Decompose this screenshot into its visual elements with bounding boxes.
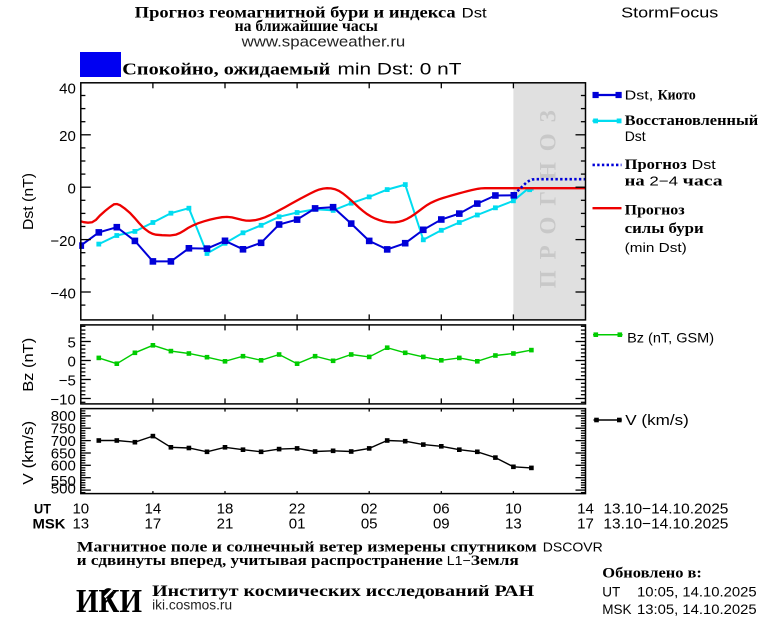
svg-text:22: 22 <box>289 501 306 518</box>
svg-text:500: 500 <box>51 480 76 497</box>
svg-text:01: 01 <box>289 516 306 533</box>
svg-text:13:05, 14.10.2025: 13:05, 14.10.2025 <box>637 602 757 617</box>
svg-text:UT: UT <box>34 501 51 517</box>
svg-text:MSK: MSK <box>602 602 631 617</box>
svg-text:14: 14 <box>577 501 594 518</box>
svg-text:800: 800 <box>51 408 76 425</box>
svg-text:10: 10 <box>72 501 89 518</box>
svg-text:Bz (nT, GSM): Bz (nT, GSM) <box>627 330 714 346</box>
svg-text:V (km/s): V (km/s) <box>625 413 689 429</box>
svg-text:18: 18 <box>217 501 234 518</box>
svg-text:10: 10 <box>505 501 522 518</box>
svg-text:StormFocus: StormFocus <box>621 5 718 22</box>
svg-text:14: 14 <box>145 501 162 518</box>
svg-text:min Dst: 0 nT: min Dst: 0 nT <box>338 60 462 79</box>
svg-text:MSK: MSK <box>33 516 66 532</box>
svg-text:Институт космических исследова: Институт космических исследований РАН <box>152 583 534 600</box>
svg-text:700: 700 <box>51 433 76 450</box>
svg-text:06: 06 <box>433 501 450 518</box>
svg-text:Прогноз геомагнитной бури и ин: Прогноз геомагнитной бури и индекса Dst <box>135 5 487 22</box>
svg-text:13.10−14.10.2025: 13.10−14.10.2025 <box>603 516 728 533</box>
svg-text:40: 40 <box>59 80 76 97</box>
svg-text:09: 09 <box>433 516 450 533</box>
svg-text:на 2−4 часа: на 2−4 часа <box>625 173 724 189</box>
svg-text:13: 13 <box>72 516 89 533</box>
svg-text:на ближайшие часы: на ближайшие часы <box>235 18 378 35</box>
svg-text:Dst (nT): Dst (nT) <box>20 173 37 230</box>
svg-text:V (km/s): V (km/s) <box>20 421 37 485</box>
svg-text:13.10−14.10.2025: 13.10−14.10.2025 <box>603 501 728 518</box>
svg-text:Спокойно, ожидаемый: Спокойно, ожидаемый <box>122 60 330 79</box>
svg-text:21: 21 <box>217 516 234 533</box>
svg-text:Магнитное поле и солнечный вет: Магнитное поле и солнечный ветер измерен… <box>77 539 603 555</box>
svg-text:−40: −40 <box>50 285 75 302</box>
svg-text:iki.cosmos.ru: iki.cosmos.ru <box>152 597 232 612</box>
svg-text:ПРОГНОЗ: ПРОГНОЗ <box>536 110 561 288</box>
svg-text:13: 13 <box>505 516 522 533</box>
svg-text:20: 20 <box>59 128 76 145</box>
svg-text:02: 02 <box>361 501 378 518</box>
svg-text:17: 17 <box>145 516 162 533</box>
svg-text:Восстановленный: Восстановленный <box>625 113 759 129</box>
svg-text:−20: −20 <box>50 233 75 250</box>
svg-text:−5: −5 <box>59 372 76 389</box>
svg-text:650: 650 <box>51 445 76 462</box>
svg-text:Bz (nT): Bz (nT) <box>20 338 37 392</box>
svg-text:Прогноз: Прогноз <box>625 203 685 219</box>
svg-text:силы бури: силы бури <box>625 221 704 237</box>
svg-text:Dst, Киото: Dst, Киото <box>625 88 696 104</box>
svg-text:0: 0 <box>67 181 75 198</box>
svg-text:UT: UT <box>602 584 620 599</box>
svg-text:www.spaceweather.ru: www.spaceweather.ru <box>240 33 405 50</box>
svg-text:550: 550 <box>51 473 76 490</box>
svg-text:Обновлено в:: Обновлено в: <box>602 566 702 582</box>
svg-text:05: 05 <box>361 516 378 533</box>
svg-text:600: 600 <box>51 458 76 475</box>
svg-text:0: 0 <box>67 353 75 370</box>
svg-text:−10: −10 <box>50 391 75 408</box>
svg-text:17: 17 <box>577 516 594 533</box>
svg-text:750: 750 <box>51 421 76 438</box>
svg-text:5: 5 <box>67 334 75 351</box>
svg-text:и сдвинуты вперед, учитывая ра: и сдвинуты вперед, учитывая распростране… <box>77 553 519 569</box>
svg-text:Dst: Dst <box>625 128 646 144</box>
svg-text:(min Dst): (min Dst) <box>625 240 687 255</box>
svg-text:10:05, 14.10.2025: 10:05, 14.10.2025 <box>637 584 757 599</box>
